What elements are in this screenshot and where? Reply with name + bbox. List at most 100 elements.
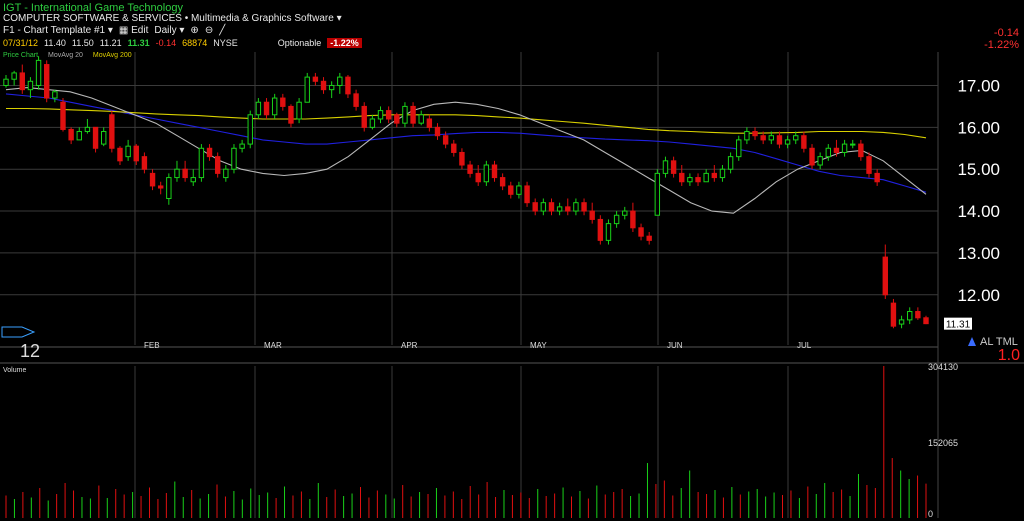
candle-body <box>923 317 929 325</box>
candle-body <box>459 151 465 166</box>
candle-body <box>898 319 905 325</box>
candle-body <box>434 126 441 137</box>
last-price-label: 11.31 <box>946 320 971 331</box>
candle-body <box>377 110 384 120</box>
candle-body <box>3 78 9 86</box>
candle-body <box>198 147 205 179</box>
zoom-out-icon[interactable]: ⊖ <box>204 25 214 36</box>
candle-body <box>345 76 351 95</box>
candle-body <box>312 76 319 82</box>
legend-ma20[interactable]: MovAvg 20 <box>48 52 83 59</box>
alert-value: 1.0 <box>998 347 1020 364</box>
template-dropdown[interactable]: F1 - Chart Template #1 ▾ <box>3 25 113 36</box>
candle-body <box>19 72 25 91</box>
candle-body <box>369 118 376 128</box>
quote-bar: 07/31/12 11.40 11.50 11.21 11.31 -0.14 6… <box>3 38 362 48</box>
sector-label[interactable]: COMPUTER SOFTWARE & SERVICES • Multimedi… <box>3 13 342 24</box>
x-tick-label: MAR <box>264 341 282 350</box>
volume-tick-label: 304130 <box>928 362 958 372</box>
candle-body <box>296 101 302 120</box>
candle-body <box>149 172 156 187</box>
candle-body <box>711 172 718 179</box>
candle-body <box>418 114 424 124</box>
candle-body <box>565 206 571 212</box>
price-marker-icon <box>1 326 36 338</box>
candle-body <box>858 143 864 158</box>
x-tick-label: FEB <box>144 341 160 350</box>
candles <box>3 56 929 329</box>
candle-body <box>394 114 400 124</box>
candle-body <box>825 147 832 158</box>
last-price-box <box>944 317 972 330</box>
candle-body <box>157 185 164 189</box>
volume-bars <box>5 366 927 518</box>
candle-body <box>361 105 367 128</box>
candle-body <box>483 164 490 183</box>
candle-body <box>467 164 473 174</box>
zoom-in-icon[interactable]: ⊕ <box>190 25 199 36</box>
symbol-title[interactable]: IGT - International Game Technology <box>3 2 183 14</box>
quote-open: 11.40 <box>44 38 66 48</box>
candle-body <box>133 145 139 162</box>
quote-volume: 68874 <box>182 38 208 48</box>
candle-body <box>817 156 823 166</box>
legend-ma200[interactable]: MovAvg 200 <box>92 52 132 59</box>
candle-body <box>125 145 131 158</box>
x-tick-label: JUL <box>797 341 812 350</box>
candle-body <box>426 118 433 128</box>
alert-triangle-icon <box>968 337 976 346</box>
period-label: Daily <box>154 25 177 36</box>
legend-price-chart[interactable]: Price Chart <box>3 52 39 59</box>
candle-body <box>109 114 115 149</box>
x-tick-label: MAY <box>530 341 547 350</box>
candle-body <box>866 156 872 174</box>
candle-body <box>27 80 34 91</box>
candle-body <box>850 143 856 146</box>
price-tick-label: 15.00 <box>957 160 1000 179</box>
candle-body <box>907 311 913 321</box>
period-dropdown[interactable]: Daily ▾ <box>154 25 184 36</box>
candle-body <box>915 311 921 319</box>
candle-body <box>263 101 270 116</box>
candle-body <box>638 227 644 237</box>
x-tick-label: 12 <box>20 341 40 361</box>
candle-body <box>597 218 604 241</box>
candle-body <box>573 202 579 212</box>
candle-body <box>288 105 294 124</box>
candle-body <box>801 135 807 149</box>
candle-body <box>166 177 172 199</box>
right-change-pct: -1.22% <box>984 39 1019 51</box>
candle-body <box>605 223 612 241</box>
candle-body <box>768 135 775 141</box>
candle-body <box>695 177 701 183</box>
candle-body <box>540 202 547 212</box>
alert-label: AL TML <box>980 336 1018 348</box>
quote-exchange: NYSE <box>213 38 238 48</box>
candle-body <box>630 210 636 229</box>
edit-button[interactable]: ▦ Edit <box>119 25 148 36</box>
price-tick-label: 17.00 <box>957 76 1000 95</box>
draw-line-icon[interactable]: ╱ <box>219 25 226 36</box>
candle-body <box>52 91 58 99</box>
candle-body <box>622 210 628 216</box>
ma50-line <box>5 93 927 193</box>
chart-toolbar: F1 - Chart Template #1 ▾ ▦ Edit Daily ▾ … <box>3 25 225 36</box>
candle-body <box>687 177 693 183</box>
candle-body <box>499 177 506 187</box>
candle-body <box>44 64 50 99</box>
quote-change: -0.14 <box>155 38 177 48</box>
candle-body <box>703 172 709 183</box>
candle-body <box>736 139 742 158</box>
candle-body <box>117 147 123 162</box>
candle-body <box>206 147 213 158</box>
candle-body <box>776 135 783 145</box>
quote-low: 11.21 <box>99 38 122 48</box>
candle-body <box>271 97 278 116</box>
candle-body <box>190 177 196 183</box>
candle-body <box>247 114 253 145</box>
chevron-down-icon[interactable]: ▾ <box>336 13 342 24</box>
candle-body <box>524 185 530 204</box>
candle-body <box>833 147 840 153</box>
candle-body <box>662 160 669 174</box>
